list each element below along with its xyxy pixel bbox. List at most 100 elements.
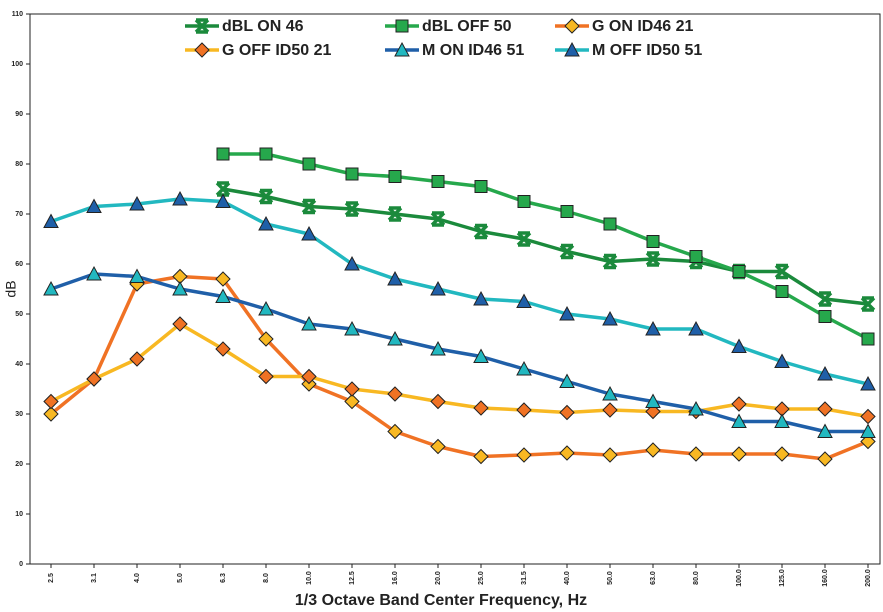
marker: [559, 445, 575, 461]
x-tick-label: 16.0: [392, 571, 399, 585]
marker: [559, 243, 575, 260]
marker: [258, 300, 274, 316]
marker: [688, 446, 704, 462]
marker: [430, 438, 446, 455]
series-line: [223, 152, 869, 341]
marker: [645, 393, 661, 408]
x-tick-label: 25.0: [478, 571, 485, 585]
x-tick-label: 40.0: [564, 571, 571, 585]
marker: [430, 211, 446, 227]
marker: [817, 401, 833, 417]
marker: [564, 41, 580, 57]
marker: [301, 368, 317, 385]
marker: [473, 448, 489, 465]
marker: [645, 251, 661, 267]
legend-label: G OFF ID50 21: [222, 42, 331, 59]
y-tick-label: 30: [15, 411, 23, 418]
marker: [602, 385, 618, 401]
legend-label: dBL ON 46: [222, 18, 304, 35]
y-tick-label: 70: [15, 211, 23, 218]
marker: [387, 330, 403, 346]
marker: [860, 375, 876, 391]
marker: [395, 19, 409, 33]
marker: [129, 351, 145, 367]
marker: [215, 271, 231, 287]
x-tick-label: 50.0: [607, 571, 614, 585]
y-tick-label: 100: [11, 61, 23, 68]
x-tick-label: 6.3: [220, 573, 227, 583]
marker: [645, 442, 661, 458]
marker: [344, 381, 360, 397]
y-tick-label: 20: [15, 461, 23, 468]
legend-label: G ON ID46 21: [592, 18, 693, 35]
x-tick-label: 200.0: [865, 569, 872, 587]
marker: [344, 393, 360, 410]
marker: [474, 180, 488, 193]
marker: [817, 451, 833, 467]
marker: [430, 340, 446, 356]
marker: [216, 147, 230, 161]
marker: [731, 396, 747, 412]
legend-label: M OFF ID50 51: [592, 42, 702, 59]
marker: [301, 225, 317, 241]
x-tick-label: 125.0: [779, 569, 786, 587]
marker: [860, 423, 876, 438]
marker: [559, 305, 575, 321]
marker: [861, 332, 875, 346]
marker: [258, 215, 274, 231]
x-tick-label: 3.1: [91, 573, 98, 583]
marker: [43, 213, 59, 228]
marker: [388, 170, 402, 183]
marker: [473, 223, 489, 240]
marker: [774, 353, 790, 368]
y-tick-label: 60: [15, 261, 23, 268]
marker: [602, 402, 618, 418]
marker: [344, 201, 360, 217]
x-tick-label: 20.0: [435, 571, 442, 585]
y-tick-label: 110: [12, 11, 23, 18]
marker: [86, 198, 102, 213]
marker: [473, 348, 489, 363]
marker: [860, 408, 876, 425]
marker: [517, 195, 531, 208]
marker: [645, 320, 661, 336]
marker: [194, 18, 210, 34]
marker: [602, 447, 618, 463]
x-tick-label: 80.0: [693, 571, 700, 585]
series-line: [50, 197, 869, 386]
x-tick-label: 31.5: [521, 571, 528, 585]
marker: [516, 360, 532, 376]
marker: [194, 42, 210, 58]
y-tick-label: 90: [15, 111, 23, 118]
marker: [731, 446, 747, 462]
marker: [516, 447, 532, 463]
marker: [473, 290, 489, 306]
marker: [387, 270, 403, 286]
marker: [215, 341, 231, 357]
series-line: [50, 272, 868, 434]
marker: [301, 315, 317, 331]
marker: [732, 265, 746, 278]
marker: [344, 320, 360, 336]
marker: [688, 400, 704, 416]
marker: [431, 175, 445, 188]
marker: [430, 280, 446, 296]
marker: [473, 400, 489, 416]
x-tick-label: 10.0: [306, 571, 313, 585]
y-tick-label: 50: [15, 311, 23, 318]
marker: [774, 263, 790, 280]
marker: [817, 291, 833, 307]
x-tick-label: 100.0: [736, 569, 743, 587]
marker: [394, 41, 410, 57]
marker: [86, 265, 102, 281]
marker: [215, 181, 231, 197]
marker: [559, 404, 575, 421]
marker: [430, 393, 446, 410]
x-tick-label: 4.0: [134, 573, 141, 583]
marker: [818, 310, 832, 323]
y-tick-label: 40: [15, 361, 23, 368]
marker: [387, 423, 403, 440]
marker: [646, 235, 660, 248]
x-tick-label: 2.5: [48, 573, 55, 583]
